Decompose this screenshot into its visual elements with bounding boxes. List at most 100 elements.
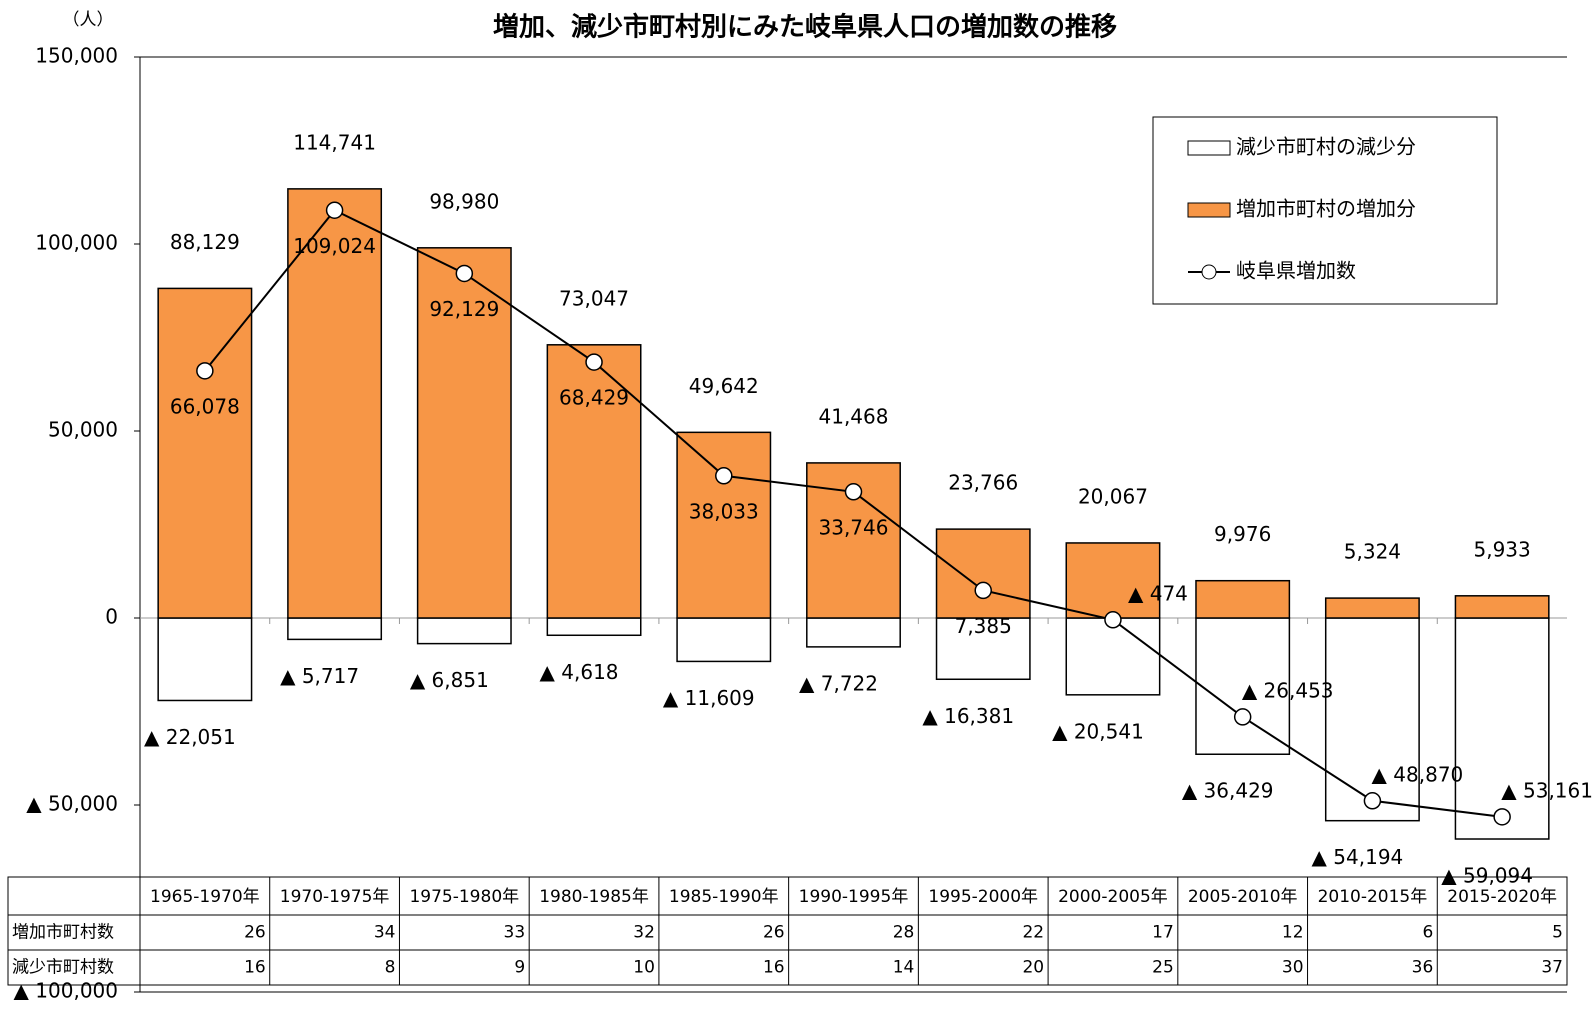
bar — [1065, 617, 1161, 696]
x-tick-label: 1990-1995年 — [799, 887, 909, 907]
y-tick-label: 150,000 — [35, 44, 118, 68]
bar — [1324, 597, 1420, 619]
value-label: ▲ 16,381 — [922, 704, 1014, 728]
table-cell: 20 — [1022, 958, 1044, 978]
table-cell: 8 — [385, 958, 396, 978]
value-label: ▲ 20,541 — [1052, 719, 1144, 743]
value-label: ▲ 474 — [1128, 581, 1188, 605]
y-tick-label: ▲ 100,000 — [14, 979, 118, 1003]
x-tick-label: 2010-2015年 — [1318, 887, 1428, 907]
value-label: 33,746 — [819, 515, 889, 539]
line-point — [1493, 808, 1511, 826]
value-label: 66,078 — [170, 394, 240, 418]
x-tick-label: 1980-1985年 — [539, 887, 649, 907]
table-row-label: 増加市町村数 — [12, 923, 114, 943]
value-label: 92,129 — [429, 297, 499, 321]
y-tick-label: 50,000 — [48, 418, 118, 442]
bar — [676, 617, 772, 663]
y-unit: （人） — [63, 10, 114, 30]
value-label: ▲ 6,851 — [410, 668, 489, 692]
line-point — [585, 353, 603, 371]
value-label: 49,642 — [689, 374, 759, 398]
value-label: 20,067 — [1078, 484, 1148, 508]
bar — [1195, 617, 1291, 755]
value-label: ▲ 59,094 — [1441, 864, 1533, 888]
table-cell: 37 — [1541, 958, 1563, 978]
value-label: ▲ 22,051 — [144, 725, 236, 749]
table-cell: 9 — [514, 958, 525, 978]
table-row-label: 減少市町村数 — [12, 958, 114, 978]
x-tick-label: 1995-2000年 — [928, 887, 1038, 907]
value-label: 114,741 — [293, 130, 376, 154]
value-label: ▲ 11,609 — [663, 686, 755, 710]
value-label: ▲ 5,717 — [280, 664, 359, 688]
value-label: ▲ 54,194 — [1312, 845, 1404, 869]
value-label: 23,766 — [948, 471, 1018, 495]
value-label: ▲ 4,618 — [540, 660, 619, 684]
legend-label: 増加市町村の増加分 — [1236, 197, 1416, 221]
value-label: 109,024 — [293, 234, 376, 258]
line-point — [325, 201, 344, 220]
table-cell: 5 — [1552, 923, 1563, 943]
x-tick-label: 1975-1980年 — [409, 887, 519, 907]
x-tick-label: 2005-2010年 — [1188, 887, 1298, 907]
table-cell: 16 — [244, 958, 266, 978]
value-label: ▲ 48,870 — [1372, 762, 1464, 786]
bar — [806, 617, 901, 648]
y-tick-label: 100,000 — [35, 231, 118, 255]
table-cell: 26 — [244, 923, 266, 943]
table-cell: 6 — [1422, 923, 1433, 943]
legend-label: 減少市町村の減少分 — [1236, 135, 1416, 159]
bar — [157, 617, 253, 702]
line-point — [844, 483, 863, 501]
line-point — [715, 467, 733, 485]
bar — [1454, 617, 1550, 840]
bar — [157, 287, 253, 619]
value-label: 5,324 — [1344, 540, 1401, 564]
y-tick-label: 0 — [105, 605, 118, 629]
value-label: ▲ 53,161 — [1501, 778, 1593, 802]
bar — [1195, 579, 1291, 619]
x-tick-label: 1985-1990年 — [669, 887, 779, 907]
table-cell: 34 — [374, 923, 396, 943]
bar — [287, 617, 383, 641]
bar — [546, 617, 642, 637]
line-point — [1104, 611, 1122, 629]
bar — [935, 617, 1031, 681]
line-point — [196, 362, 214, 380]
value-label: 41,468 — [819, 404, 889, 428]
table-cell: 30 — [1282, 958, 1304, 978]
bar — [416, 247, 512, 619]
line-point — [974, 581, 992, 600]
x-tick-label: 2015-2020年 — [1447, 887, 1557, 907]
value-label: ▲ 26,453 — [1242, 678, 1334, 702]
bar — [1454, 595, 1550, 619]
bar — [676, 431, 772, 619]
legend-swatch — [1201, 264, 1217, 280]
table-cell: 22 — [1022, 923, 1044, 943]
value-label: 98,980 — [429, 189, 499, 213]
line-point — [455, 264, 474, 283]
x-tick-label: 1970-1975年 — [280, 887, 390, 907]
table-cell: 12 — [1282, 923, 1304, 943]
value-label: ▲ 36,429 — [1182, 779, 1274, 803]
table-cell: 14 — [893, 958, 915, 978]
line-point — [1233, 708, 1252, 726]
table-cell: 26 — [763, 923, 785, 943]
x-tick-label: 1965-1970年 — [150, 887, 260, 907]
legend-label: 岐阜県増加数 — [1236, 259, 1356, 283]
bar — [1324, 617, 1420, 822]
bar — [416, 617, 512, 645]
table-cell: 17 — [1152, 923, 1174, 943]
table-cell: 33 — [504, 923, 526, 943]
bar — [287, 188, 383, 619]
value-label: 5,933 — [1474, 537, 1531, 561]
bar — [1065, 542, 1161, 619]
legend-swatch — [1187, 140, 1231, 156]
y-tick-label: ▲ 50,000 — [26, 792, 118, 816]
chart-title: 増加、減少市町村別にみた岐阜県人口の増加数の推移 — [493, 12, 1117, 43]
value-label: 9,976 — [1214, 522, 1271, 546]
x-tick-label: 2000-2005年 — [1058, 887, 1168, 907]
legend-swatch — [1187, 202, 1231, 218]
